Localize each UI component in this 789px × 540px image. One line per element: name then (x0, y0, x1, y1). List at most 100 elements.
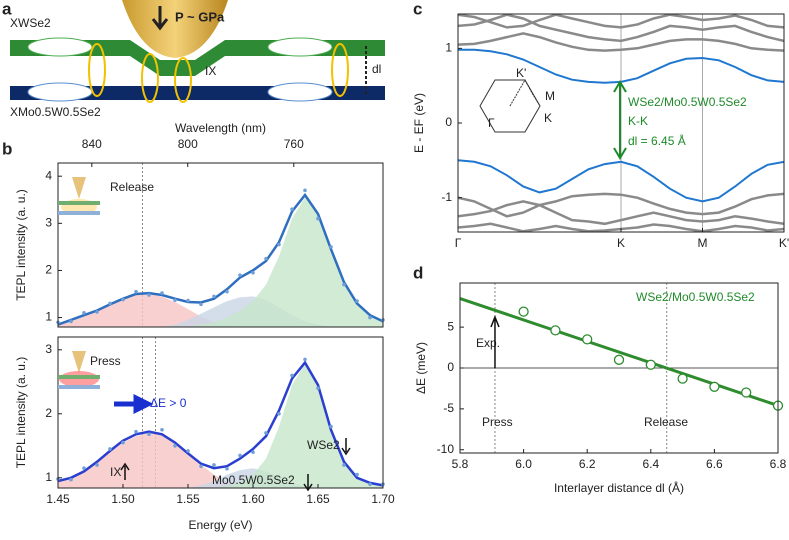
annotation: WSe2 (307, 438, 340, 452)
data-point (677, 373, 688, 384)
exciton (267, 37, 333, 57)
data-point (329, 424, 333, 429)
y-tick-label: 2 (45, 263, 52, 277)
y-tick-label: 3 (45, 215, 52, 229)
component-area (58, 363, 383, 488)
x-tick-label: 6.0 (515, 457, 532, 471)
curve (458, 200, 784, 226)
y-axis-title: TEPL intensity (a. u.) (14, 357, 28, 469)
x-tick-label: 5.8 (452, 457, 469, 471)
data-point (95, 463, 99, 467)
annotation: Release (644, 415, 688, 429)
x-tick-label: 1.70 (371, 492, 395, 506)
curve (458, 32, 784, 52)
data-point (251, 271, 255, 275)
data-point (225, 289, 229, 294)
x-tick-label: M (698, 236, 708, 250)
y-tick-label: 1 (45, 310, 52, 324)
tip-icon (72, 177, 86, 199)
data-point (342, 282, 346, 287)
arrow (120, 462, 130, 480)
x-tick-label: 1.45 (46, 492, 70, 506)
data-point (95, 310, 99, 314)
data-point (290, 207, 294, 211)
curve (458, 159, 784, 203)
data-point (238, 273, 242, 277)
annotation: Mo0.5W0.5Se2 (212, 473, 295, 487)
panel-label: c (413, 0, 422, 18)
data-point (173, 443, 177, 448)
y-tick-label: 1 (445, 41, 452, 55)
y-tick-label: -10 (437, 442, 455, 456)
y-tick-label: 3 (45, 342, 52, 356)
x2-axis-title: Wavelength (nm) (175, 121, 266, 135)
schematic: a XWSe2 P ~ GPa IX dl XMo0.5W0.5Se2 (2, 0, 385, 119)
y-axis-title: ΔE (meV) (414, 342, 428, 394)
panel-label: b (2, 139, 12, 158)
data-point (186, 298, 190, 303)
x-tick-label: 6.4 (642, 457, 659, 471)
data-point (121, 297, 125, 302)
data-point (342, 463, 346, 467)
data-point (550, 325, 561, 336)
curve (458, 14, 784, 43)
curve (58, 360, 383, 487)
data-point (225, 467, 229, 471)
layer-label: XWSe2 (10, 16, 51, 30)
annotation: Press (90, 354, 121, 368)
tip-icon (72, 351, 86, 373)
chart: 1 2 3 1.45 1.50 1.55 1.60 1.65 1.70 Energy (eV) TE… (14, 336, 395, 532)
annotation: K-K (628, 114, 648, 128)
data-point (277, 242, 281, 247)
data-point (147, 432, 151, 437)
panel-label: d (413, 263, 423, 282)
data-point (368, 315, 372, 320)
x-tick-label: 6.8 (770, 457, 787, 471)
y-tick-label: -5 (443, 401, 454, 415)
exciton (27, 82, 93, 102)
y-tick-label: 5 (447, 319, 454, 333)
inset-label: M (545, 89, 555, 103)
data-point (108, 447, 112, 451)
data-point (303, 188, 307, 193)
inset-label: K (544, 111, 552, 125)
data-point (238, 453, 242, 458)
inset-label: K' (516, 66, 526, 80)
arrow (341, 438, 351, 456)
x-tick-label: 6.2 (579, 457, 596, 471)
force-arrow (151, 6, 169, 31)
layer-icon (58, 375, 100, 379)
data-point (134, 289, 138, 294)
exciton (267, 82, 333, 102)
x2-tick-label: 840 (82, 137, 102, 151)
x-axis-title: Interlayer distance dl (Å) (554, 480, 684, 495)
data-point (82, 311, 86, 315)
plot-frame (57, 336, 384, 489)
data-point (741, 387, 752, 398)
data-point (121, 440, 125, 445)
data-point (277, 411, 281, 416)
ix-label: IX (205, 64, 216, 78)
data-point (212, 463, 216, 467)
data-point (264, 431, 268, 435)
chart: -10 -5 0 5 5.8 6.0 6.2 6.4 6.6 6.8 Interlayer dist… (413, 263, 787, 495)
ix-exciton (331, 43, 349, 97)
ix-exciton (88, 43, 106, 97)
plot-area (58, 337, 383, 488)
shift-arrow (114, 393, 154, 415)
data-point (147, 293, 151, 297)
data-point (160, 427, 164, 432)
x-tick-label: K (617, 236, 625, 250)
shift-arrow (490, 314, 500, 368)
gap-arrow (613, 80, 627, 160)
plot-frame (57, 162, 384, 328)
x-tick-label: 1.65 (306, 492, 330, 506)
inset-label: Γ (488, 116, 495, 130)
data-point (316, 216, 320, 221)
annotation: WSe2/Mo0.5W0.5Se2 (628, 95, 747, 109)
data-point (160, 291, 164, 295)
y-tick-label: 1 (45, 470, 52, 484)
x-tick-label: Γ (455, 236, 462, 250)
annotation: WSe2/Mo0.5W0.5Se2 (636, 290, 755, 304)
data-point (316, 386, 320, 390)
